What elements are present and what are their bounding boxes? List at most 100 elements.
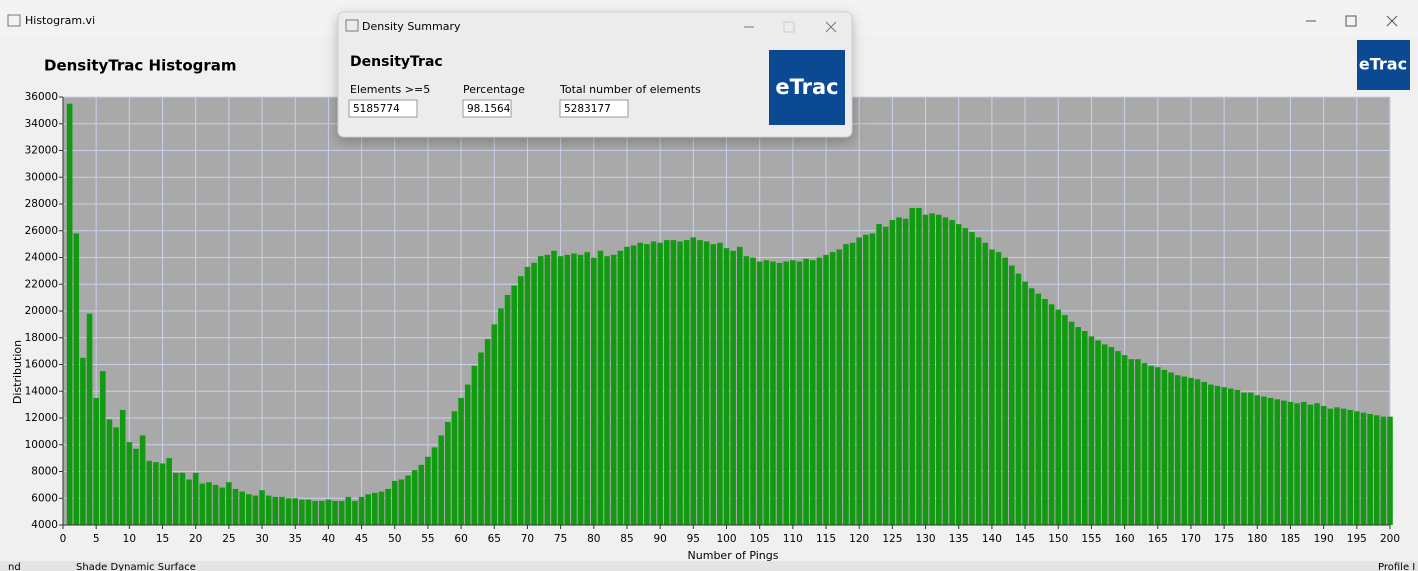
bar xyxy=(909,208,916,525)
bar xyxy=(756,261,763,525)
bar xyxy=(836,249,843,525)
bar xyxy=(405,475,411,525)
bar xyxy=(518,276,524,525)
y-axis-label: Distribution xyxy=(11,340,24,404)
x-tick-label: 60 xyxy=(454,533,467,545)
bar xyxy=(252,495,259,525)
y-tick-label: 8000 xyxy=(31,466,58,478)
bar xyxy=(1135,359,1141,525)
bar xyxy=(1048,304,1055,525)
x-tick-label: 155 xyxy=(1081,533,1101,545)
bar xyxy=(524,266,531,525)
y-tick-label: 36000 xyxy=(25,91,58,103)
bar xyxy=(173,472,179,525)
bar xyxy=(498,308,504,525)
bar xyxy=(1274,399,1280,525)
bar xyxy=(1082,331,1088,525)
bar xyxy=(358,496,365,525)
dialog-logo-text: eTrac xyxy=(775,75,838,99)
y-tick-label: 4000 xyxy=(31,519,58,531)
bar xyxy=(1327,408,1334,525)
bar xyxy=(1022,281,1028,525)
bar xyxy=(305,499,312,525)
bar xyxy=(199,483,206,525)
bar xyxy=(491,324,498,525)
app-icon xyxy=(7,14,21,27)
bar xyxy=(630,245,637,525)
bar xyxy=(119,409,126,525)
bar xyxy=(425,456,431,525)
bar xyxy=(1075,327,1081,525)
bar xyxy=(1201,381,1208,525)
bar xyxy=(829,252,836,525)
bar xyxy=(1181,376,1188,525)
field-box[interactable] xyxy=(559,99,629,118)
bar xyxy=(438,435,444,525)
bar xyxy=(770,261,776,525)
bar xyxy=(849,242,856,525)
x-tick-label: 25 xyxy=(222,533,235,545)
bar xyxy=(962,228,969,525)
bar xyxy=(239,491,245,525)
bar xyxy=(790,260,796,525)
bar xyxy=(1380,416,1387,525)
bar xyxy=(1002,257,1008,525)
bar xyxy=(783,261,790,525)
y-tick-label: 20000 xyxy=(25,305,58,317)
x-tick-label: 150 xyxy=(1048,533,1068,545)
bar xyxy=(1221,387,1227,525)
x-tick-label: 15 xyxy=(156,533,169,545)
bar xyxy=(730,250,736,525)
bar xyxy=(1340,408,1347,525)
bar xyxy=(902,218,909,525)
x-tick-label: 50 xyxy=(388,533,401,545)
bar xyxy=(113,427,119,525)
bar xyxy=(245,494,252,525)
bar xyxy=(179,472,186,525)
x-tick-label: 190 xyxy=(1314,533,1334,545)
x-tick-label: 195 xyxy=(1347,533,1367,545)
bar xyxy=(192,472,199,525)
x-tick-label: 125 xyxy=(882,533,902,545)
bar xyxy=(1128,359,1135,525)
bar xyxy=(975,237,982,525)
bar xyxy=(1373,415,1380,525)
bar xyxy=(66,103,73,525)
bar xyxy=(166,458,172,525)
bar xyxy=(1227,388,1234,525)
field-box[interactable] xyxy=(348,99,418,118)
bar xyxy=(504,294,511,525)
x-tick-label: 115 xyxy=(816,533,836,545)
x-tick-label: 90 xyxy=(653,533,666,545)
bar xyxy=(186,479,192,525)
field-value: 98.1564 xyxy=(467,103,511,115)
bar xyxy=(1148,365,1154,525)
bar xyxy=(876,224,882,525)
bar xyxy=(663,240,670,526)
bar xyxy=(159,463,166,525)
bar xyxy=(372,492,378,525)
x-tick-label: 30 xyxy=(255,533,268,545)
bar xyxy=(1267,397,1274,525)
bar xyxy=(365,494,371,525)
bar xyxy=(577,254,584,525)
bar xyxy=(1101,344,1108,525)
dialog-logo xyxy=(769,50,845,125)
field-box[interactable] xyxy=(462,99,512,118)
bar xyxy=(1314,403,1320,525)
bar xyxy=(292,498,299,525)
x-tick-label: 80 xyxy=(587,533,600,545)
window-controls[interactable] xyxy=(1306,15,1398,27)
dialog-controls[interactable] xyxy=(744,21,837,33)
dialog: Density Summary DensityTrac Elements >=5… xyxy=(337,11,853,138)
bar xyxy=(1307,404,1314,525)
y-tick-label: 18000 xyxy=(25,332,58,344)
bar xyxy=(571,253,577,526)
bar xyxy=(318,500,325,525)
x-tick-label: 145 xyxy=(1015,533,1035,545)
bar xyxy=(1287,401,1294,525)
status-text: Shade Dynamic Surface xyxy=(76,562,196,571)
y-tick-label: 32000 xyxy=(25,145,58,157)
window-title: Histogram.vi xyxy=(25,14,95,27)
bar xyxy=(411,470,418,525)
